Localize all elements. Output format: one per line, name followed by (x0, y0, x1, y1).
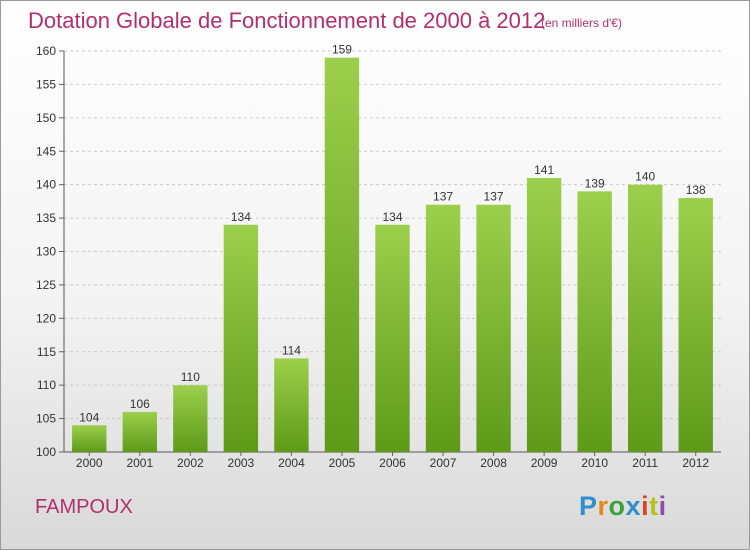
y-tick-label: 120 (36, 311, 56, 325)
x-tick-label-2007: 2007 (430, 456, 457, 470)
bar-2011 (628, 184, 663, 452)
bar-2010 (577, 191, 612, 452)
y-tick-label: 150 (36, 111, 56, 125)
data-label-2005: 159 (332, 43, 352, 57)
x-tick-label-2011: 2011 (632, 456, 658, 470)
y-tick-label: 160 (36, 44, 56, 58)
bar-2009 (526, 177, 562, 452)
x-tick-label-2000: 2000 (76, 456, 103, 470)
y-tick-label: 105 (36, 412, 56, 426)
chart-subtitle: (en milliers d'€) (541, 16, 622, 30)
x-tick-label-2002: 2002 (177, 456, 204, 470)
bar-2000 (72, 425, 107, 452)
data-label-2000: 104 (79, 410, 99, 424)
y-tick-label: 140 (36, 178, 56, 192)
data-label-2007: 137 (433, 190, 453, 204)
data-label-2011: 140 (635, 170, 655, 184)
y-tick-label: 125 (36, 278, 56, 292)
bar-2006 (375, 224, 410, 452)
y-tick-label: 135 (36, 211, 56, 225)
data-label-2012: 138 (686, 183, 706, 197)
data-label-2008: 137 (484, 190, 504, 204)
x-tick-label-2005: 2005 (329, 456, 356, 470)
data-label-2002: 110 (181, 370, 200, 384)
data-label-2003: 134 (231, 210, 251, 224)
y-tick-label: 130 (36, 245, 56, 259)
x-tick-label-2009: 2009 (531, 456, 558, 470)
bar-2004 (274, 358, 309, 452)
bar-2002 (173, 385, 208, 452)
x-tick-label-2003: 2003 (228, 456, 255, 470)
y-tick-label: 145 (36, 144, 56, 158)
x-tick-label-2010: 2010 (581, 456, 608, 470)
bar-2008 (476, 204, 511, 452)
x-tick-label-2006: 2006 (379, 456, 406, 470)
x-tick-label-2001: 2001 (126, 456, 153, 470)
x-tick-label-2012: 2012 (682, 456, 709, 470)
y-tick-label: 155 (36, 77, 56, 91)
labels: 100 105 110 115 120 125 130 135 140 145 150 155 160 1… (36, 43, 709, 470)
data-label-2006: 134 (382, 210, 402, 224)
x-tick-label-2004: 2004 (278, 456, 305, 470)
bar-2012 (678, 198, 713, 452)
data-label-2001: 106 (130, 397, 150, 411)
bars (72, 57, 713, 452)
x-tick-label-2008: 2008 (480, 456, 507, 470)
y-tick-label: 115 (37, 345, 56, 359)
data-label-2009: 141 (534, 163, 554, 177)
y-tick-label: 100 (36, 445, 56, 459)
bar-2001 (122, 411, 157, 452)
commune-name: FAMPOUX (35, 496, 133, 518)
bar-2007 (425, 204, 461, 452)
proxiti-logo[interactable]: Proxiti (579, 491, 667, 521)
chart-title: Dotation Globale de Fonctionnement de 20… (28, 8, 546, 33)
bar-2003 (223, 224, 259, 452)
data-label-2004: 114 (282, 343, 301, 357)
bar-2005 (324, 57, 360, 452)
data-label-2010: 139 (585, 176, 605, 190)
y-tick-label: 110 (37, 378, 56, 392)
